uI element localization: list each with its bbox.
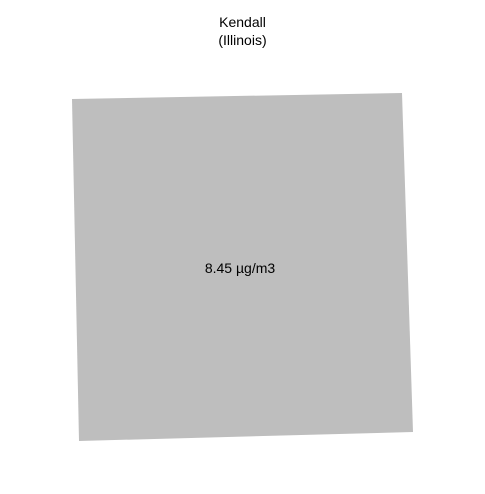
map-title: Kendall (Illinois) bbox=[0, 13, 485, 49]
county-name: Kendall bbox=[219, 14, 266, 30]
region-value-label: 8.45 µg/m3 bbox=[205, 260, 276, 276]
county-region-shape bbox=[72, 93, 413, 441]
state-name: (Illinois) bbox=[218, 32, 267, 48]
